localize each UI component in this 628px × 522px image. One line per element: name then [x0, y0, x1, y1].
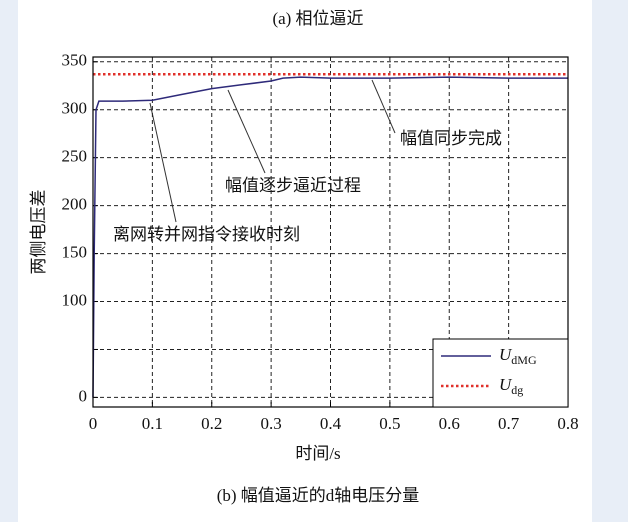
x-tick-label: 0.7	[498, 414, 520, 433]
x-axis-label: 时间/s	[295, 444, 340, 463]
y-tick-label: 150	[62, 242, 88, 261]
annotation-arrow	[149, 102, 177, 223]
series-line	[92, 76, 568, 398]
annotation: 幅值同步完成	[400, 129, 502, 148]
x-tick-label: 0	[89, 414, 98, 433]
y-tick-label: 100	[62, 290, 88, 309]
x-tick-label: 0.4	[320, 414, 342, 433]
annotation: 离网转并网指令接收时刻	[113, 225, 300, 244]
chart-title: (a) 相位逼近	[272, 9, 363, 28]
x-tick-label: 0.3	[261, 414, 282, 433]
y-tick-label: 350	[62, 51, 88, 70]
annotation-arrow	[371, 79, 396, 134]
panel	[18, 0, 592, 522]
y-tick-label: 250	[62, 147, 88, 166]
x-tick-label: 0.8	[557, 414, 578, 433]
x-tick-label: 0.1	[142, 414, 163, 433]
y-tick-label: 300	[62, 99, 88, 118]
y-axis-label: 两侧电压差	[29, 190, 48, 275]
annotation: 幅值逐步逼近过程	[225, 176, 361, 195]
plot-frame	[92, 56, 569, 408]
x-tick-label: 0.5	[379, 414, 400, 433]
legend-label: Udg	[499, 375, 523, 397]
legend-box	[432, 338, 569, 408]
y-tick-label: 200	[62, 195, 88, 214]
x-tick-label: 0.6	[439, 414, 460, 433]
y-tick-label: 0	[79, 386, 88, 405]
x-tick-label: 0.2	[201, 414, 222, 433]
legend-label: UdMG	[499, 345, 537, 367]
annotation-arrow	[227, 89, 266, 174]
caption: (b) 幅值逼近的d轴电压分量	[217, 486, 420, 505]
